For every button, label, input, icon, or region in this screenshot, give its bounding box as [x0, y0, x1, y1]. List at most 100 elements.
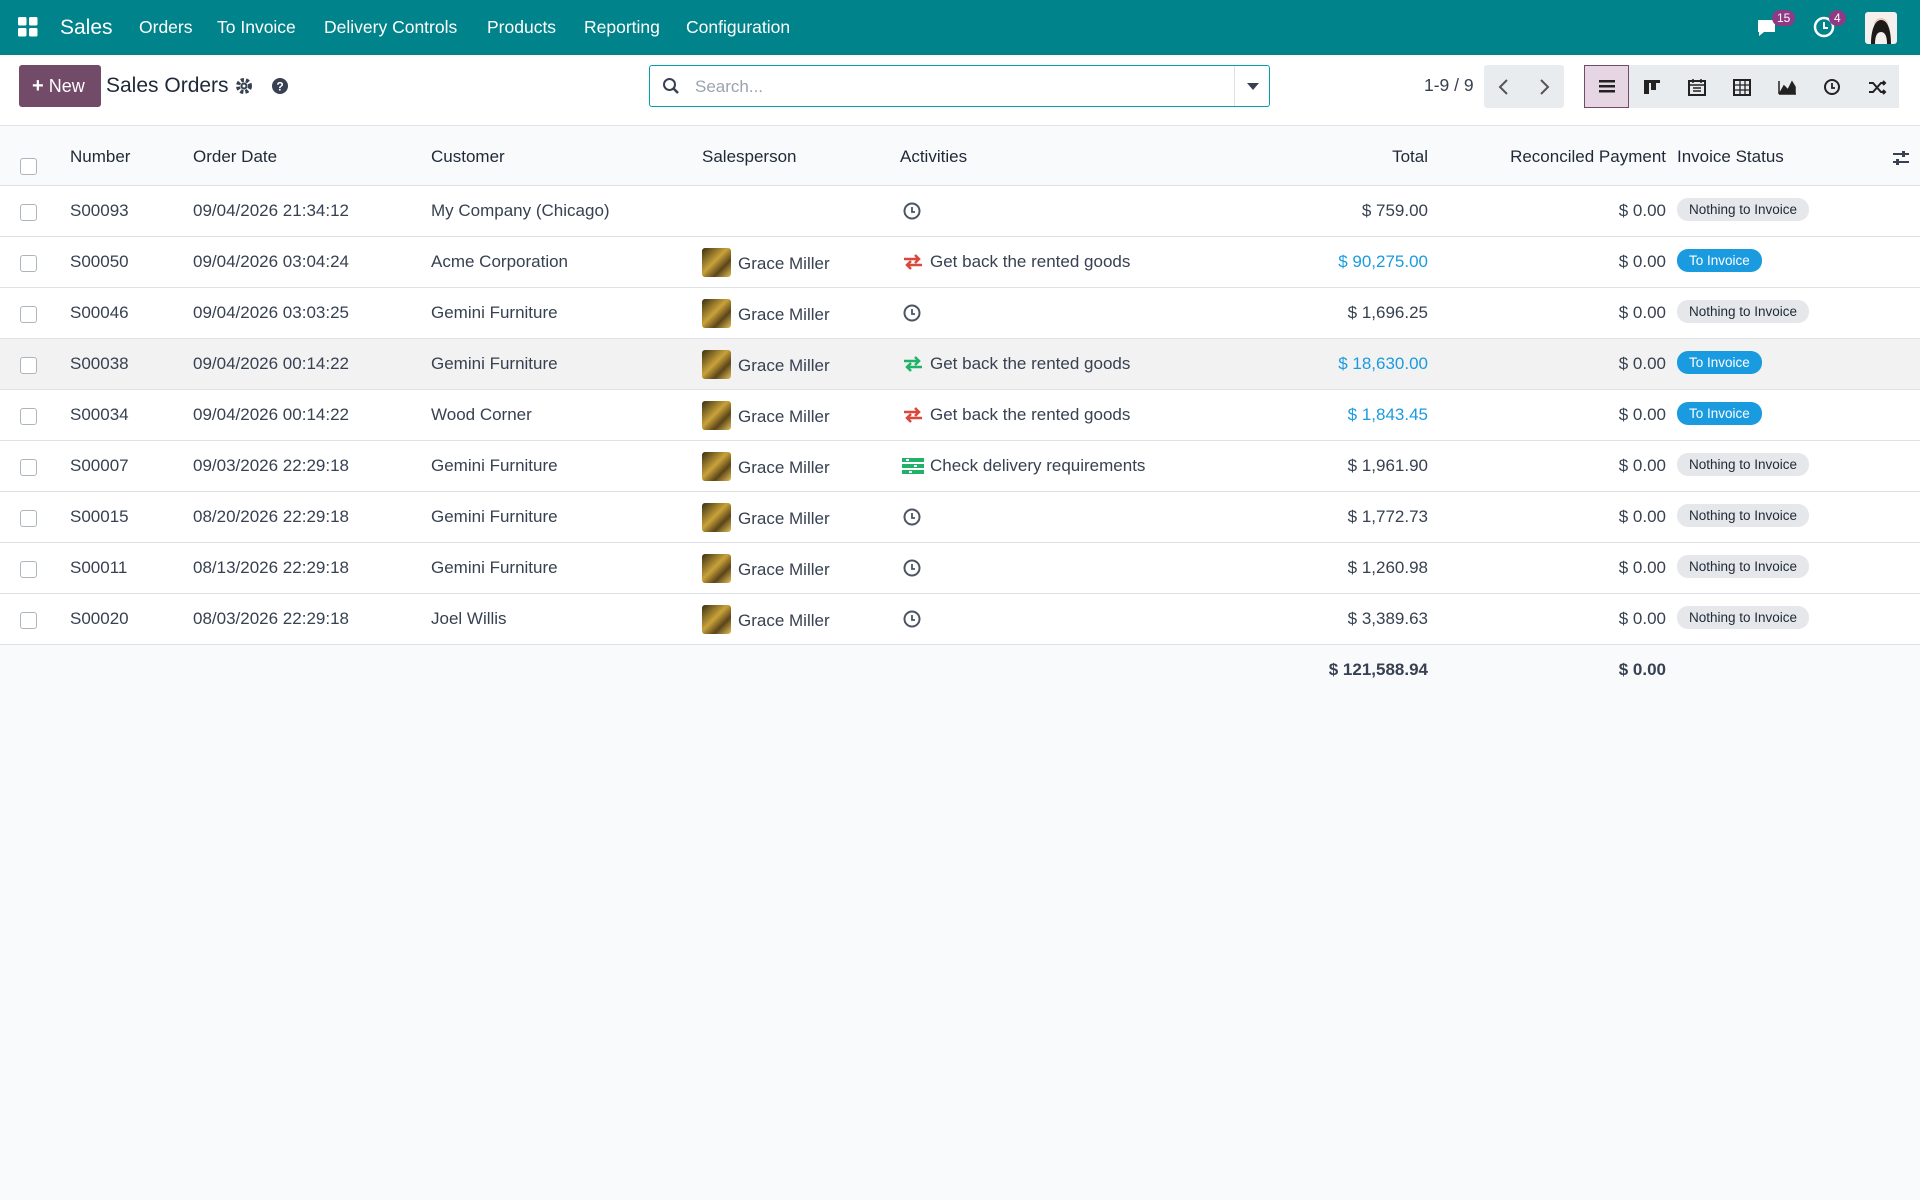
activity-icon[interactable] [902, 405, 926, 430]
activity-glyph [903, 202, 921, 220]
view-icon [1733, 79, 1751, 96]
select-all-checkbox[interactable] [20, 158, 37, 175]
table-row[interactable]: S00007 09/03/2026 22:29:18 Gemini Furnitur… [0, 441, 1920, 492]
row-checkbox[interactable] [20, 357, 37, 374]
view-switch-button[interactable] [1764, 65, 1809, 108]
messages-icon[interactable] [1756, 16, 1782, 40]
table-row[interactable]: S00011 08/13/2026 22:29:18 Gemini Furnitur… [0, 543, 1920, 594]
table-row[interactable]: S00050 09/04/2026 03:04:24 Acme Corporatio… [0, 237, 1920, 288]
settings-gear[interactable] [235, 77, 253, 95]
activity-icon[interactable] [902, 201, 926, 226]
activity-icon[interactable] [902, 456, 926, 481]
view-switch-button[interactable] [1809, 65, 1854, 108]
salesperson: Grace Miller [738, 305, 830, 324]
total: $ 90,275.00 [1338, 252, 1428, 271]
new-button[interactable]: + New [19, 65, 101, 107]
table-row[interactable]: S00046 09/04/2026 03:03:25 Gemini Furnitur… [0, 288, 1920, 339]
breadcrumb-title: Sales Orders [106, 74, 229, 97]
menu-item[interactable]: To Invoice [217, 17, 296, 37]
activity-icon[interactable] [902, 507, 926, 532]
column-header[interactable]: Invoice Status [1677, 147, 1784, 166]
activity-glyph [904, 254, 922, 270]
order-number: S00007 [70, 456, 129, 475]
salesperson: Grace Miller [738, 254, 830, 273]
row-checkbox[interactable] [20, 561, 37, 578]
pager-next[interactable] [1537, 78, 1551, 96]
view-switch-button[interactable] [1719, 65, 1764, 108]
menu-item[interactable]: Reporting [584, 17, 660, 37]
reconciled-sum: $ 0.00 [1618, 660, 1666, 679]
control-panel: + New Sales Orders ? Search... 1-9 / 9 [0, 55, 1920, 126]
row-checkbox[interactable] [20, 408, 37, 425]
order-number: S00011 [70, 558, 128, 577]
reconciled-payment: $ 0.00 [1618, 507, 1666, 526]
reconciled-payment: $ 0.00 [1618, 609, 1666, 628]
table-row[interactable]: S00034 09/04/2026 00:14:22 Wood Corner Grac… [0, 390, 1920, 441]
row-checkbox[interactable] [20, 510, 37, 527]
invoice-status: Nothing to Invoice [1677, 504, 1810, 527]
row-checkbox[interactable] [20, 612, 37, 629]
table-row[interactable]: S00020 08/03/2026 22:29:18 Joel Willis Grac… [0, 594, 1920, 645]
help-icon[interactable]: ? [271, 77, 289, 95]
activity-icon[interactable] [902, 303, 926, 328]
row-checkbox[interactable] [20, 255, 37, 272]
column-header[interactable]: Activities [900, 147, 968, 166]
view-switch-button[interactable] [1584, 65, 1629, 108]
order-date: 09/04/2026 00:14:22 [193, 405, 349, 424]
invoice-status: To Invoice [1677, 351, 1762, 374]
search-dropdown[interactable] [1247, 83, 1259, 91]
salesperson: Grace Miller [738, 560, 830, 579]
reconciled-payment: $ 0.00 [1618, 558, 1666, 577]
row-checkbox[interactable] [20, 204, 37, 221]
salesperson-avatar [702, 299, 731, 328]
activity-icon[interactable] [902, 558, 926, 583]
total: $ 18,630.00 [1338, 354, 1428, 373]
column-header[interactable]: Order Date [193, 147, 278, 166]
toggle-icon [1893, 151, 1909, 165]
table-row[interactable]: S00038 09/04/2026 00:14:22 Gemini Furnitur… [0, 339, 1920, 390]
view-switch-button[interactable] [1629, 65, 1674, 108]
order-number: S00050 [70, 252, 129, 271]
menu-item[interactable]: Delivery Controls [324, 17, 458, 37]
activity-icon[interactable] [902, 609, 926, 634]
row-checkbox[interactable] [20, 306, 37, 323]
order-date: 09/04/2026 03:04:24 [193, 252, 349, 271]
invoice-status: Nothing to Invoice [1677, 453, 1810, 476]
menu-item[interactable]: Products [487, 17, 557, 37]
activities-icon[interactable] [1812, 15, 1836, 39]
table-row[interactable]: S00093 09/04/2026 21:34:12 My Company (Chi… [0, 186, 1920, 237]
invoice-status: Nothing to Invoice [1677, 555, 1810, 578]
customer: Joel Willis [431, 609, 507, 628]
optional-columns-toggle[interactable] [1892, 150, 1910, 166]
menu-item[interactable]: Orders [139, 17, 193, 37]
activity-icon[interactable] [902, 354, 926, 379]
customer: Gemini Furniture [431, 354, 558, 373]
column-header[interactable]: Total [1392, 147, 1428, 166]
svg-text:?: ? [276, 80, 283, 94]
column-header[interactable]: Number [70, 147, 131, 166]
view-switch-button[interactable] [1854, 65, 1899, 108]
order-number: S00034 [70, 405, 129, 424]
user-avatar[interactable] [1865, 12, 1897, 44]
order-date: 09/03/2026 22:29:18 [193, 456, 349, 475]
app-name[interactable]: Sales [60, 16, 113, 39]
salesperson-avatar [702, 350, 731, 379]
total: $ 1,961.90 [1347, 456, 1428, 475]
row-checkbox[interactable] [20, 459, 37, 476]
search-box[interactable]: Search... [649, 65, 1270, 107]
table-row[interactable]: S00015 08/20/2026 22:29:18 Gemini Furnitur… [0, 492, 1920, 543]
column-header[interactable]: Salesperson [702, 147, 797, 166]
activity-icon[interactable] [902, 252, 926, 277]
column-header[interactable]: Reconciled Payment [1510, 147, 1666, 166]
activity-glyph [903, 610, 921, 628]
total: $ 3,389.63 [1347, 609, 1428, 628]
column-header[interactable]: Customer [431, 147, 505, 166]
table-header: Number Order Date Customer Salesperson Activ… [0, 126, 1920, 186]
activity-summary: Get back the rented goods [930, 354, 1131, 373]
view-switch-button[interactable] [1674, 65, 1719, 108]
apps-icon[interactable] [18, 17, 38, 37]
order-date: 09/04/2026 00:14:22 [193, 354, 349, 373]
invoice-status: Nothing to Invoice [1677, 606, 1810, 629]
menu-item[interactable]: Configuration [686, 17, 791, 37]
pager-prev[interactable] [1497, 78, 1511, 96]
